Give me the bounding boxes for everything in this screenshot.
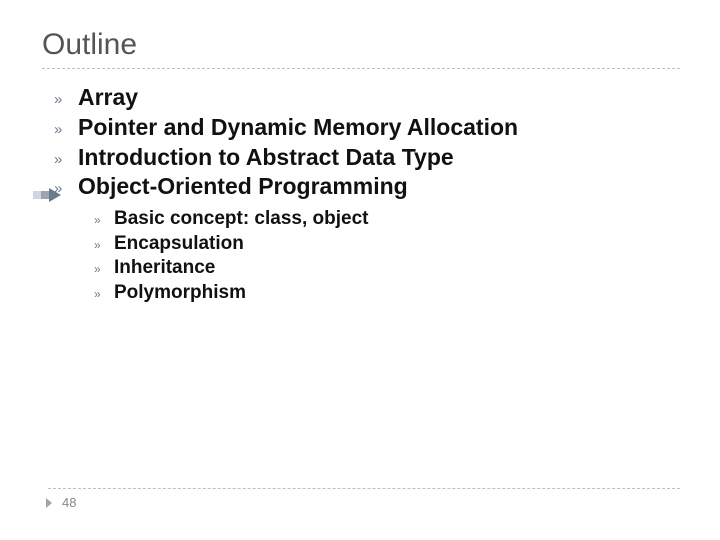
page-number: 48 (62, 495, 76, 510)
footer-content: 48 (46, 495, 680, 510)
list-item: » Array (54, 83, 680, 112)
list-item: » Object-Oriented Programming (54, 172, 680, 201)
bullet-icon: » (54, 151, 64, 170)
list-item-text: Pointer and Dynamic Memory Allocation (78, 113, 518, 142)
bullet-icon: » (94, 287, 102, 303)
bullet-icon: » (54, 121, 64, 140)
bullet-icon: » (54, 91, 64, 110)
title-rule (42, 68, 680, 69)
slide-footer: 48 (48, 488, 680, 510)
outline-main-list: » Array » Pointer and Dynamic Memory All… (54, 83, 680, 201)
slide-container: Outline » Array » Pointer and Dynamic Me… (0, 0, 720, 540)
list-item-text: Inheritance (114, 256, 215, 281)
list-item: » Introduction to Abstract Data Type (54, 143, 680, 172)
list-item-text: Polymorphism (114, 281, 246, 306)
footer-rule (48, 488, 680, 489)
list-item-text: Object-Oriented Programming (78, 172, 408, 201)
footer-marker-icon (46, 498, 56, 508)
list-item-text: Array (78, 83, 138, 112)
list-item: » Inheritance (94, 256, 680, 281)
list-item-text: Introduction to Abstract Data Type (78, 143, 454, 172)
list-item: » Pointer and Dynamic Memory Allocation (54, 113, 680, 142)
list-item: » Basic concept: class, object (94, 207, 680, 232)
bullet-icon: » (94, 213, 102, 229)
outline-sub-list: » Basic concept: class, object » Encapsu… (94, 207, 680, 306)
list-item: » Encapsulation (94, 232, 680, 257)
bullet-icon: » (94, 262, 102, 278)
list-item-text: Encapsulation (114, 232, 244, 257)
list-item-text: Basic concept: class, object (114, 207, 369, 232)
slide-title: Outline (42, 28, 680, 62)
bullet-icon: » (94, 238, 102, 254)
list-item: » Polymorphism (94, 281, 680, 306)
current-item-arrow-icon (33, 188, 61, 207)
